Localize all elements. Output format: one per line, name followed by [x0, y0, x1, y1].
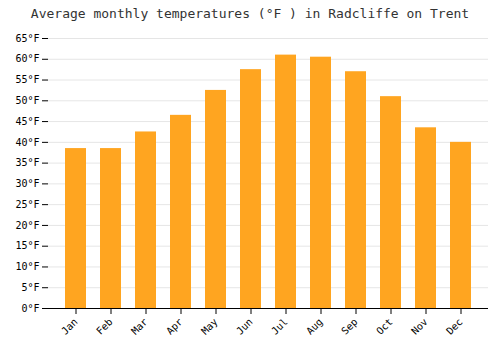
- svg-text:20°F: 20°F: [15, 220, 39, 231]
- svg-text:Sep: Sep: [339, 316, 360, 337]
- svg-text:Jun: Jun: [234, 316, 255, 337]
- svg-text:55°F: 55°F: [15, 74, 39, 85]
- svg-text:Feb: Feb: [94, 316, 115, 337]
- svg-text:Apr: Apr: [164, 316, 185, 337]
- svg-text:Jan: Jan: [59, 316, 80, 337]
- svg-text:50°F: 50°F: [15, 95, 39, 106]
- svg-text:Mar: Mar: [129, 316, 150, 337]
- svg-text:May: May: [199, 316, 220, 337]
- svg-text:30°F: 30°F: [15, 178, 39, 189]
- svg-text:Jul: Jul: [269, 316, 290, 337]
- svg-text:60°F: 60°F: [15, 53, 39, 64]
- html-text:Average monthly temperatures (: Average monthly temperatures (°F ) in Ra…: [30, 6, 470, 21]
- svg-text:35°F: 35°F: [15, 157, 39, 168]
- svg-text:Dec: Dec: [444, 316, 465, 337]
- svg-text:10°F: 10°F: [15, 261, 39, 272]
- svg-text:25°F: 25°F: [15, 199, 39, 210]
- svg-text:Aug: Aug: [304, 316, 325, 337]
- svg-text:Nov: Nov: [409, 316, 430, 337]
- svg-text:40°F: 40°F: [15, 137, 39, 148]
- svg-text:0°F: 0°F: [21, 303, 39, 314]
- svg-text:45°F: 45°F: [15, 116, 39, 127]
- svg-text:Oct: Oct: [374, 316, 395, 337]
- svg-text:15°F: 15°F: [15, 240, 39, 251]
- svg-text:5°F: 5°F: [21, 282, 39, 293]
- svg-text:65°F: 65°F: [15, 33, 39, 44]
